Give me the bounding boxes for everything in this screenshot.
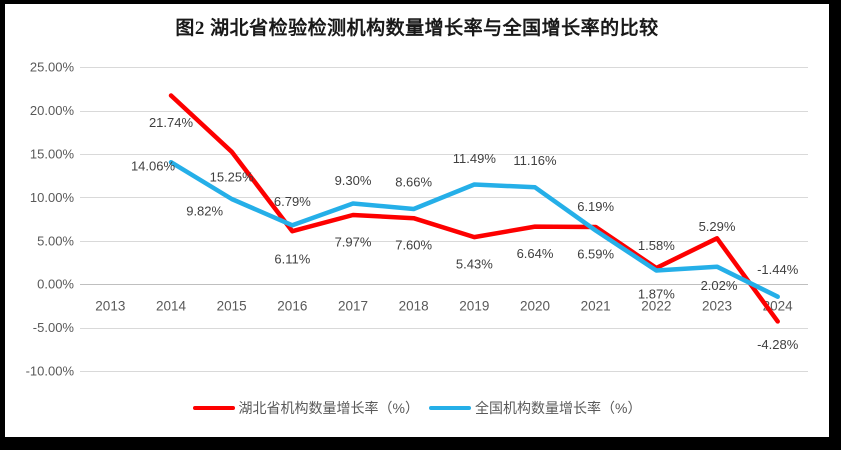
data-label-national: 14.06%	[131, 159, 176, 174]
data-label-hubei: 6.11%	[274, 252, 310, 267]
x-tick-label: 2019	[459, 299, 489, 314]
x-tick-label: 2022	[641, 299, 671, 314]
x-tick-label: 2017	[338, 299, 368, 314]
x-tick-label: 2016	[277, 299, 307, 314]
y-tick-label: -10.00%	[26, 364, 75, 379]
y-tick-label: 25.00%	[30, 60, 75, 75]
x-tick-label: 2023	[702, 299, 732, 314]
data-label-national: 2.02%	[701, 278, 738, 293]
series-line-hubei	[168, 93, 780, 324]
x-tick-label: 2021	[581, 299, 611, 314]
data-label-national: 9.82%	[186, 203, 223, 218]
legend-label-hubei: 湖北省机构数量增长率（%）	[238, 400, 419, 416]
data-label-national: 11.16%	[513, 153, 557, 168]
x-tick-label: 2013	[95, 299, 125, 314]
chart-title: 图2 湖北省检验检测机构数量增长率与全国增长率的比较	[175, 18, 659, 39]
chart-canvas: 图2 湖北省检验检测机构数量增长率与全国增长率的比较 25.00% 20.00% 1…	[5, 4, 829, 437]
data-label-hubei: 7.97%	[335, 235, 372, 250]
x-tick-label: 2015	[217, 299, 247, 314]
x-tick-label: 2020	[520, 299, 550, 314]
line-chart: 25.00% 20.00% 15.00% 10.00% 5.00% 0.00% -5.00%…	[26, 60, 808, 379]
legend-label-national: 全国机构数量增长率（%）	[475, 400, 642, 416]
x-tick-label: 2018	[399, 299, 429, 314]
data-label-national: 11.49%	[453, 151, 497, 166]
data-label-hubei: -4.28%	[757, 337, 799, 352]
legend-item-hubei: 湖北省机构数量增长率（%）	[192, 398, 419, 418]
data-label-national: 6.19%	[577, 199, 614, 214]
y-tick-label: 15.00%	[30, 147, 75, 162]
data-label-national: 6.79%	[274, 194, 311, 209]
data-label-hubei: 21.74%	[149, 115, 194, 130]
data-label-national: -1.44%	[757, 262, 799, 277]
data-label-hubei: 6.59%	[577, 246, 614, 261]
y-tick-label: 20.00%	[30, 103, 75, 118]
data-label-hubei: 15.25%	[210, 169, 255, 184]
legend-swatch-hubei-icon	[192, 405, 235, 411]
y-tick-label: 10.00%	[30, 190, 75, 205]
x-tick-label: 2014	[156, 299, 187, 314]
legend-swatch-national-icon	[429, 405, 471, 411]
data-label-hubei: 7.60%	[395, 238, 432, 253]
data-label-hubei: 5.43%	[456, 257, 493, 272]
data-label-hubei: 1.87%	[638, 286, 675, 301]
legend-item-national: 全国机构数量增长率（%）	[429, 398, 641, 418]
data-label-national: 9.30%	[335, 173, 372, 188]
y-tick-label: -5.00%	[33, 320, 75, 335]
y-tick-label: 0.00%	[37, 277, 74, 292]
data-label-national: 1.58%	[638, 238, 675, 253]
data-label-hubei: 5.29%	[699, 219, 736, 234]
legend: 湖北省机构数量增长率（%） 全国机构数量增长率（%）	[5, 398, 829, 418]
y-tick-label: 5.00%	[37, 233, 74, 248]
series-line-national	[168, 159, 780, 299]
data-label-national: 8.66%	[395, 175, 432, 190]
data-label-hubei: 6.64%	[517, 246, 554, 261]
